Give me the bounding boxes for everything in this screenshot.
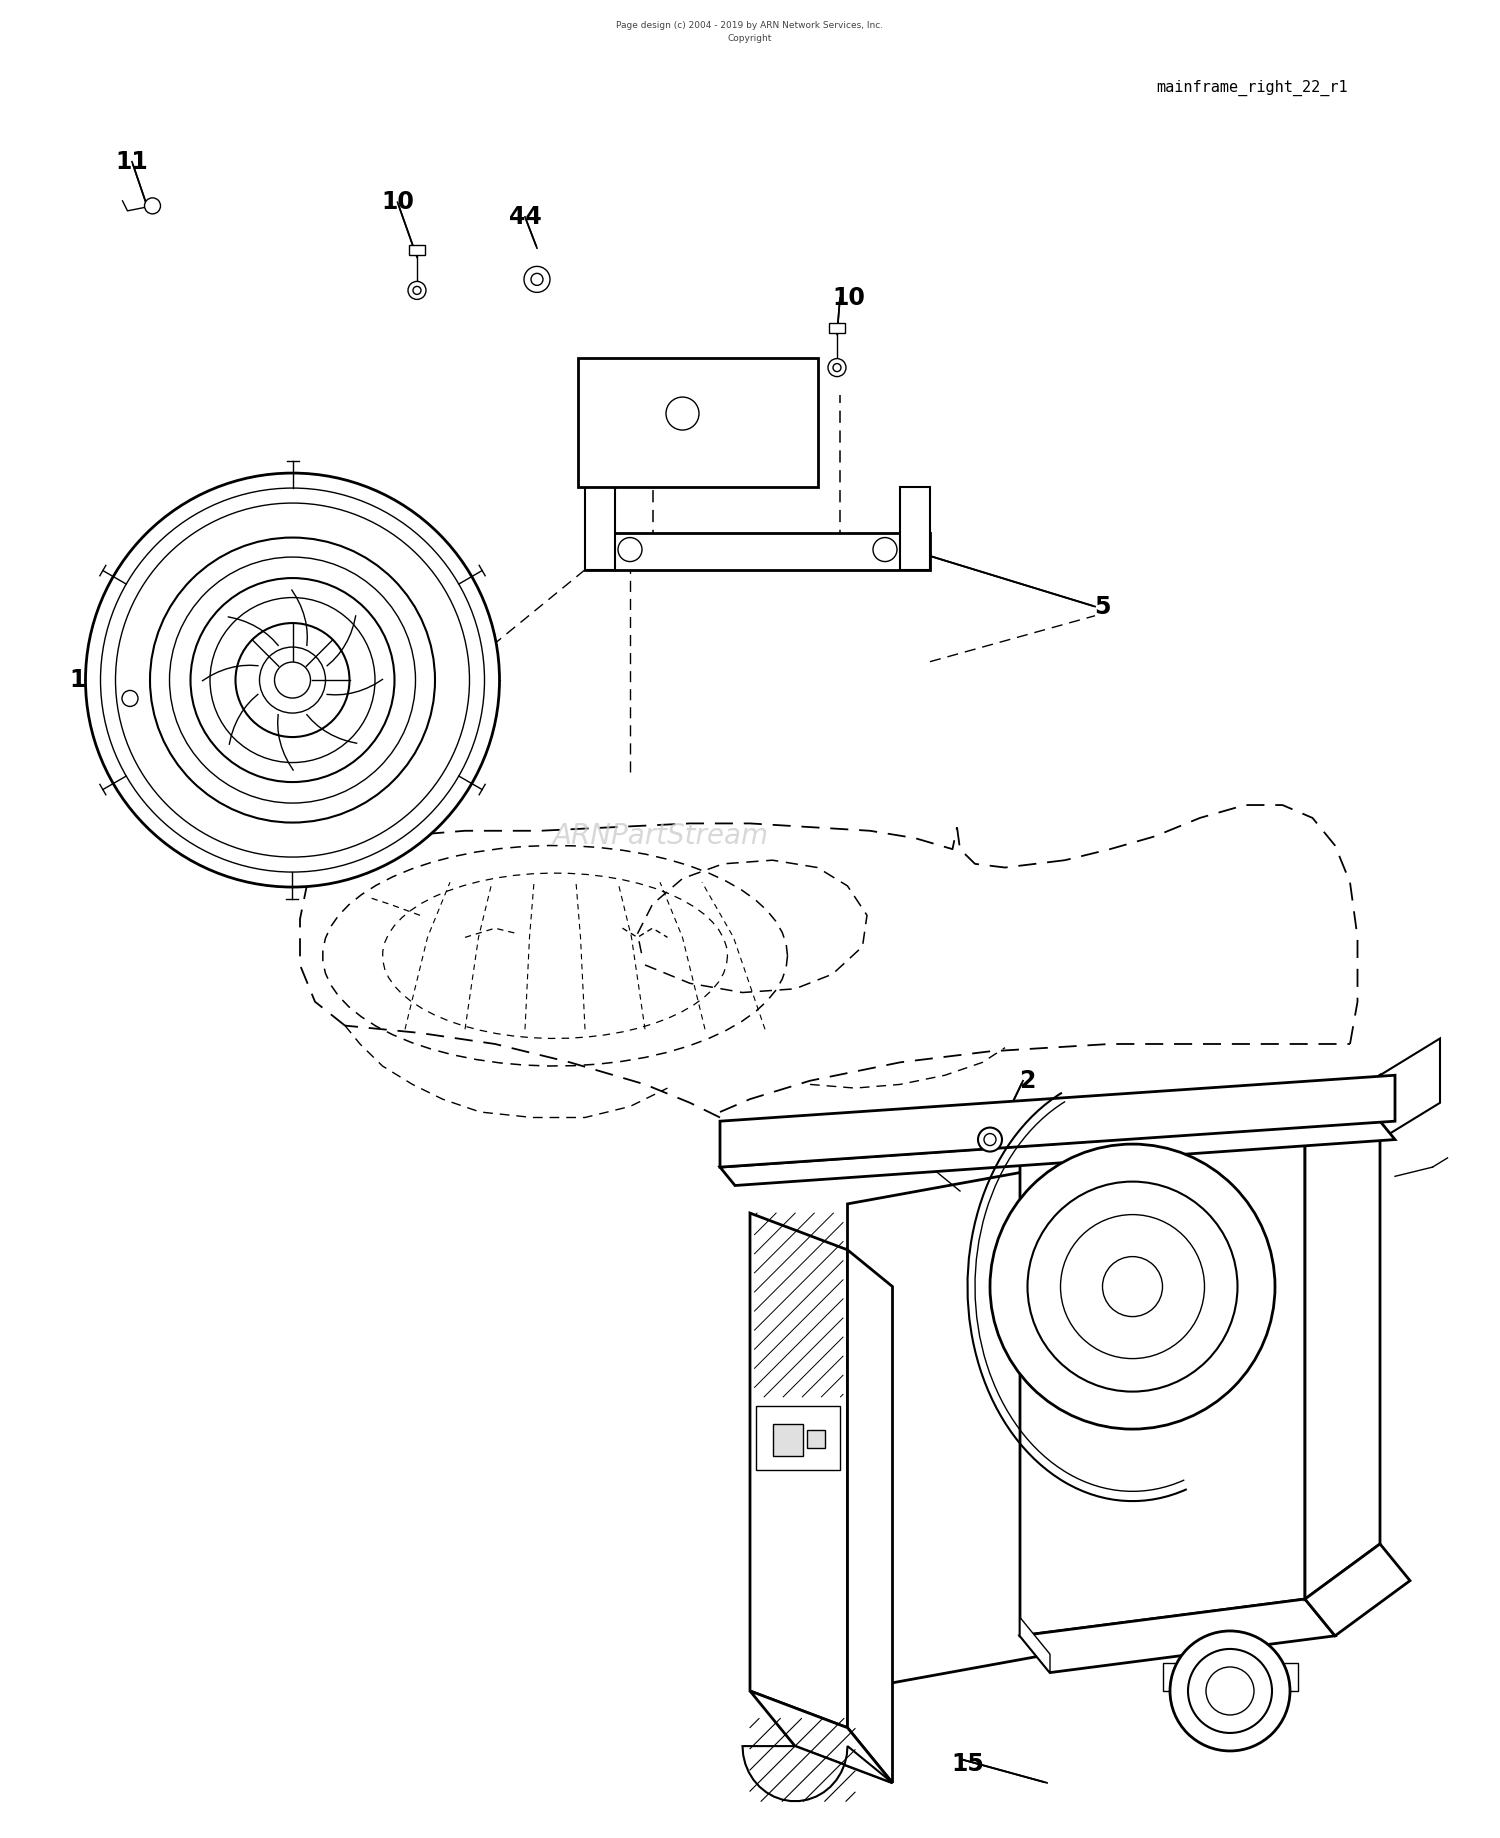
Polygon shape [756,1406,840,1470]
Circle shape [1206,1667,1254,1715]
Text: 44: 44 [509,204,542,230]
Text: 12: 12 [69,667,102,693]
Circle shape [190,579,394,781]
Circle shape [990,1143,1275,1430]
Polygon shape [585,487,615,570]
Circle shape [144,199,160,213]
Circle shape [408,281,426,300]
Text: 2: 2 [1020,1068,1035,1094]
Polygon shape [585,533,930,570]
Text: 10: 10 [381,189,414,215]
Circle shape [100,489,484,871]
Circle shape [413,287,422,294]
Polygon shape [772,1424,802,1456]
Circle shape [236,623,350,737]
Polygon shape [578,358,818,487]
Polygon shape [1162,1663,1298,1691]
Text: Copyright: Copyright [728,35,772,42]
Polygon shape [1305,1544,1410,1636]
Circle shape [618,537,642,562]
Polygon shape [1020,1617,1050,1673]
Text: 11: 11 [116,149,148,175]
Text: mainframe_right_22_r1: mainframe_right_22_r1 [1156,81,1348,96]
Circle shape [1102,1257,1162,1316]
Circle shape [531,274,543,285]
Text: ARNPartStream: ARNPartStream [552,822,768,851]
Circle shape [1188,1649,1272,1733]
Polygon shape [1020,1599,1335,1673]
Circle shape [524,267,550,292]
Polygon shape [720,1075,1395,1167]
Circle shape [1170,1630,1290,1752]
Bar [830,323,844,333]
Circle shape [1060,1215,1204,1358]
Circle shape [984,1134,996,1145]
Text: 15: 15 [951,1752,984,1777]
Polygon shape [807,1430,825,1448]
Polygon shape [1305,1075,1380,1599]
Circle shape [666,397,699,430]
Polygon shape [900,487,930,570]
Circle shape [86,472,500,888]
Circle shape [170,557,416,803]
Text: Page design (c) 2004 - 2019 by ARN Network Services, Inc.: Page design (c) 2004 - 2019 by ARN Netwo… [616,22,884,29]
Circle shape [833,364,842,371]
Text: 5: 5 [1094,594,1110,619]
Circle shape [150,537,435,823]
Circle shape [1028,1182,1237,1391]
Circle shape [873,537,897,562]
Polygon shape [750,1213,847,1728]
Bar [410,246,424,255]
Circle shape [210,597,375,763]
Polygon shape [1380,1038,1440,1140]
Polygon shape [847,1167,1050,1691]
Text: 13: 13 [130,783,164,809]
Polygon shape [742,1746,892,1801]
Circle shape [116,504,470,857]
Polygon shape [750,1691,892,1783]
Text: 7: 7 [636,369,654,395]
Polygon shape [720,1121,1395,1186]
Circle shape [978,1127,1002,1152]
Circle shape [260,647,326,713]
Text: 10: 10 [833,285,866,311]
Circle shape [274,662,310,698]
Circle shape [828,358,846,377]
Polygon shape [1020,1121,1305,1636]
Polygon shape [847,1250,892,1783]
Circle shape [122,691,138,706]
